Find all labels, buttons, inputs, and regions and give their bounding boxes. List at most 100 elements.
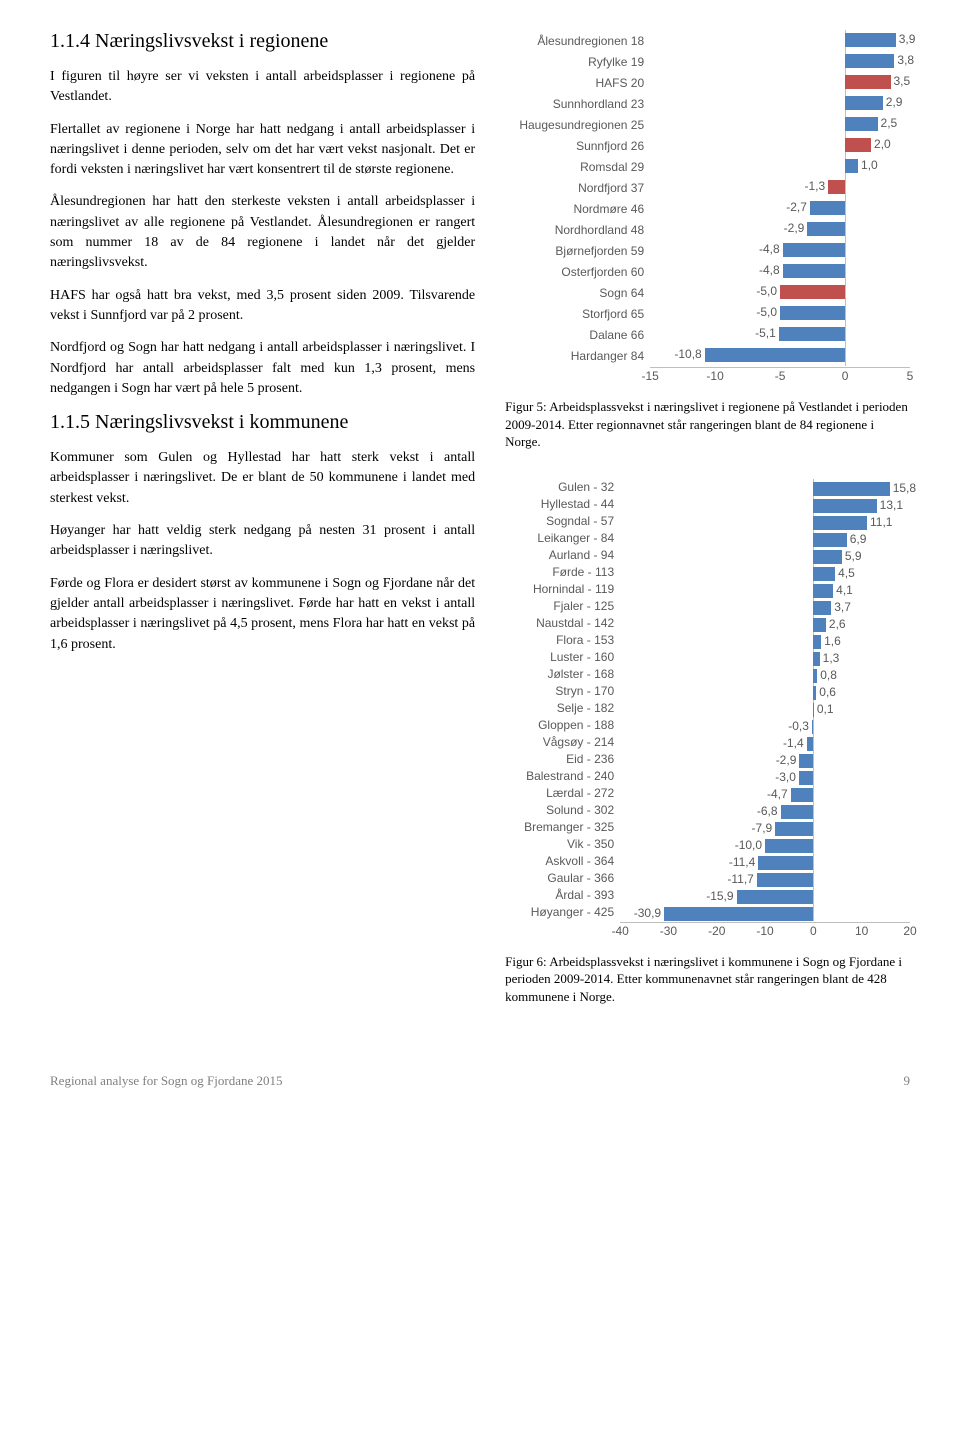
- chart-value-label: -5,1: [755, 326, 776, 340]
- chart-row-label: Jølster - 168: [505, 667, 620, 681]
- axis-tick: -10: [706, 369, 723, 383]
- chart-bar: [813, 669, 817, 683]
- chart-bar: [813, 482, 889, 496]
- chart-bar: [799, 771, 813, 785]
- chart-row-label: Ålesundregionen 18: [505, 34, 650, 48]
- chart-bar: [813, 601, 831, 615]
- chart-row-label: Sunnhordland 23: [505, 97, 650, 111]
- chart-row-label: Flora - 153: [505, 633, 620, 647]
- axis-tick: -20: [708, 924, 725, 938]
- chart-bar: [757, 873, 814, 887]
- chart-value-label: 3,8: [897, 53, 914, 67]
- chart-value-label: 2,6: [829, 617, 846, 631]
- region-chart: Ålesundregionen 183,9Ryfylke 193,8HAFS 2…: [505, 30, 910, 386]
- chart-value-label: -1,4: [783, 736, 804, 750]
- chart-row-label: Gloppen - 188: [505, 718, 620, 732]
- chart-bar: [780, 285, 845, 299]
- chart-value-label: -3,0: [775, 770, 796, 784]
- chart-bar: [813, 533, 846, 547]
- chart-value-label: -2,9: [776, 753, 797, 767]
- figure-5-caption: Figur 5: Arbeidsplassvekst i næringslive…: [505, 398, 910, 451]
- chart-row-label: Bjørnefjorden 59: [505, 244, 650, 258]
- chart-row-label: Leikanger - 84: [505, 531, 620, 545]
- chart-row-label: Vågsøy - 214: [505, 735, 620, 749]
- chart-bar: [845, 96, 883, 110]
- chart-row-label: Stryn - 170: [505, 684, 620, 698]
- chart-bar: [705, 348, 845, 362]
- chart-value-label: -2,9: [784, 221, 805, 235]
- chart-row-label: Ryfylke 19: [505, 55, 650, 69]
- chart-bar: [813, 499, 876, 513]
- chart-row-label: Gaular - 366: [505, 871, 620, 885]
- chart-value-label: -4,8: [759, 263, 780, 277]
- figure-6-caption: Figur 6: Arbeidsplassvekst i næringslive…: [505, 953, 910, 1006]
- chart-value-label: -4,8: [759, 242, 780, 256]
- chart-bar: [791, 788, 814, 802]
- chart-value-label: 2,0: [874, 137, 891, 151]
- chart-bar: [845, 138, 871, 152]
- paragraph: Høyanger har hatt veldig sterk nedgang p…: [50, 521, 475, 562]
- chart-bar: [813, 686, 816, 700]
- chart-row-label: Romsdal 29: [505, 160, 650, 174]
- chart-value-label: 0,6: [819, 685, 836, 699]
- footer-title: Regional analyse for Sogn og Fjordane 20…: [50, 1073, 283, 1089]
- paragraph: Nordfjord og Sogn har hatt nedgang i ant…: [50, 338, 475, 399]
- municipality-chart: Gulen - 3215,8Hyllestad - 4413,1Sogndal …: [505, 479, 910, 941]
- chart-value-label: 2,9: [886, 95, 903, 109]
- axis-tick: 5: [907, 369, 914, 383]
- axis-tick: -10: [756, 924, 773, 938]
- chart-bar: [845, 117, 877, 131]
- chart-row-label: Eid - 236: [505, 752, 620, 766]
- chart-value-label: -10,0: [735, 838, 762, 852]
- axis-tick: 20: [903, 924, 916, 938]
- chart-value-label: 13,1: [880, 498, 903, 512]
- chart-row-label: Sunnfjord 26: [505, 139, 650, 153]
- chart-row-label: Luster - 160: [505, 650, 620, 664]
- chart-row-label: Selje - 182: [505, 701, 620, 715]
- chart-row-label: Aurland - 94: [505, 548, 620, 562]
- chart-value-label: 4,1: [836, 583, 853, 597]
- chart-row-label: Askvoll - 364: [505, 854, 620, 868]
- paragraph: Førde og Flora er desidert størst av kom…: [50, 574, 475, 655]
- paragraph: Ålesundregionen har hatt den sterkeste v…: [50, 192, 475, 273]
- chart-row-label: Storfjord 65: [505, 307, 650, 321]
- chart-row-label: Vik - 350: [505, 837, 620, 851]
- chart-row-label: Nordmøre 46: [505, 202, 650, 216]
- chart-bar: [799, 754, 813, 768]
- chart-value-label: 3,5: [894, 74, 911, 88]
- chart-bar: [813, 550, 842, 564]
- chart-row-label: Osterfjorden 60: [505, 265, 650, 279]
- page-number: 9: [904, 1073, 911, 1089]
- chart-bar: [813, 516, 867, 530]
- chart-bar: [807, 222, 845, 236]
- paragraph: HAFS har også hatt bra vekst, med 3,5 pr…: [50, 286, 475, 327]
- chart-bar: [780, 306, 845, 320]
- chart-bar: [758, 856, 813, 870]
- chart-bar: [765, 839, 813, 853]
- chart-value-label: 3,9: [899, 32, 916, 46]
- chart-value-label: -11,4: [729, 855, 755, 869]
- chart-bar: [845, 159, 858, 173]
- chart-bar: [845, 54, 894, 68]
- chart-bar: [845, 75, 890, 89]
- chart-bar: [737, 890, 814, 904]
- chart-bar: [813, 618, 826, 632]
- chart-row-label: Fjaler - 125: [505, 599, 620, 613]
- axis-tick: -15: [641, 369, 658, 383]
- chart-row-label: Bremanger - 325: [505, 820, 620, 834]
- paragraph: I figuren til høyre ser vi veksten i ant…: [50, 67, 475, 108]
- chart-value-label: 15,8: [893, 481, 916, 495]
- chart-value-label: 0,1: [817, 702, 834, 716]
- chart-bar: [807, 737, 814, 751]
- chart-value-label: 2,5: [881, 116, 898, 130]
- chart-bar: [812, 720, 813, 734]
- paragraph: Flertallet av regionene i Norge har hatt…: [50, 120, 475, 181]
- chart-value-label: -11,7: [727, 872, 753, 886]
- paragraph: Kommuner som Gulen og Hyllestad har hatt…: [50, 448, 475, 509]
- chart-row-label: Naustdal - 142: [505, 616, 620, 630]
- chart-value-label: -30,9: [634, 906, 661, 920]
- chart-row-label: Sogndal - 57: [505, 514, 620, 528]
- chart-value-label: -7,9: [752, 821, 773, 835]
- chart-row-label: HAFS 20: [505, 76, 650, 90]
- axis-tick: -5: [775, 369, 786, 383]
